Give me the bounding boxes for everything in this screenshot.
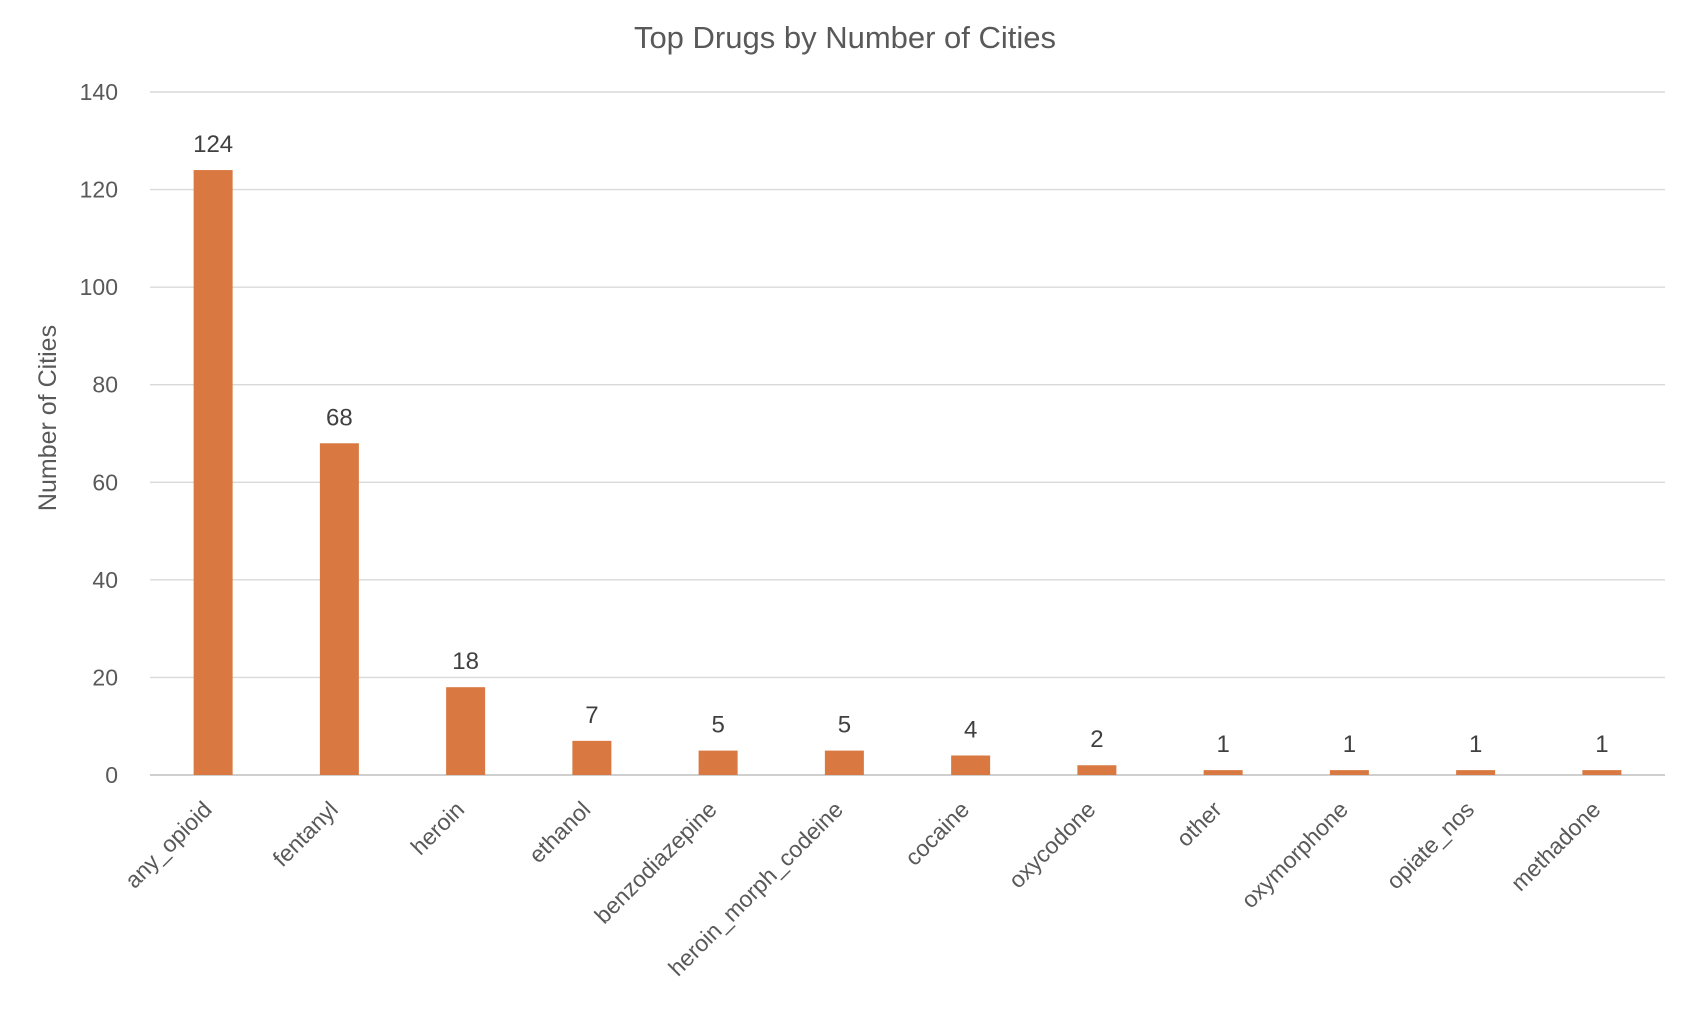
x-tick-label-methadone: methadone: [1506, 796, 1606, 896]
data-label-oxymorphone: 1: [1343, 731, 1356, 758]
bar-benzodiazepine: [698, 750, 738, 775]
x-tick-label-cocaine: cocaine: [900, 796, 974, 870]
data-label-cocaine: 4: [964, 716, 977, 743]
y-tick-label: 20: [92, 664, 118, 690]
x-tick-label-benzodiazepine: benzodiazepine: [589, 796, 721, 928]
bar-fentanyl: [319, 443, 359, 775]
data-label-methadone: 1: [1595, 731, 1608, 758]
bar-heroin_morph_codeine: [824, 750, 864, 775]
y-tick-label: 80: [92, 372, 118, 398]
data-labels: 124 68 18 7 5 5 4 2 1 1 1 1: [193, 131, 1608, 758]
x-tick-label-other: other: [1171, 796, 1227, 852]
gridlines: [150, 91, 1665, 776]
data-label-opiate_nos: 1: [1469, 731, 1482, 758]
chart-title: Top Drugs by Number of Cities: [634, 20, 1056, 55]
x-tick-label-ethanol: ethanol: [524, 796, 596, 868]
y-tick-label: 140: [80, 79, 118, 105]
data-label-heroin: 18: [452, 648, 479, 675]
y-tick-label: 0: [105, 762, 118, 788]
y-tick-label: 100: [80, 274, 118, 300]
bars: [193, 170, 1622, 776]
y-tick-label: 60: [92, 469, 118, 495]
x-tick-label-opiate_nos: opiate_nos: [1381, 796, 1479, 894]
bar-heroin: [446, 687, 486, 775]
y-axis-label: Number of Cities: [34, 325, 62, 511]
bar-any_opioid: [193, 170, 233, 776]
data-label-heroin_morph_codeine: 5: [838, 712, 851, 739]
x-tick-label-heroin: heroin: [406, 796, 470, 860]
bar-opiate_nos: [1456, 770, 1496, 775]
y-tick-label: 40: [92, 567, 118, 593]
x-tick-label-fentanyl: fentanyl: [268, 796, 343, 871]
data-label-fentanyl: 68: [326, 404, 353, 431]
data-label-oxycodone: 2: [1090, 726, 1103, 753]
bar-oxymorphone: [1329, 770, 1369, 775]
x-tick-label-any_opioid: any_opioid: [120, 796, 217, 893]
data-label-any_opioid: 124: [193, 131, 233, 158]
data-label-benzodiazepine: 5: [711, 712, 724, 739]
y-tick-label: 120: [80, 177, 118, 203]
data-label-other: 1: [1216, 731, 1229, 758]
bar-ethanol: [572, 740, 612, 775]
y-axis-ticks: 0 20 40 60 80 100 120 140: [80, 79, 118, 788]
bar-oxycodone: [1077, 765, 1117, 775]
x-tick-label-oxymorphone: oxymorphone: [1236, 796, 1353, 913]
data-label-ethanol: 7: [585, 702, 598, 729]
x-axis-ticks: any_opioid fentanyl heroin ethanolbenzodiaz…: [120, 796, 1606, 981]
bar-cocaine: [951, 755, 991, 775]
x-tick-label-oxycodone: oxycodone: [1003, 796, 1100, 893]
bar-other: [1203, 770, 1243, 775]
bar-methadone: [1582, 770, 1622, 775]
